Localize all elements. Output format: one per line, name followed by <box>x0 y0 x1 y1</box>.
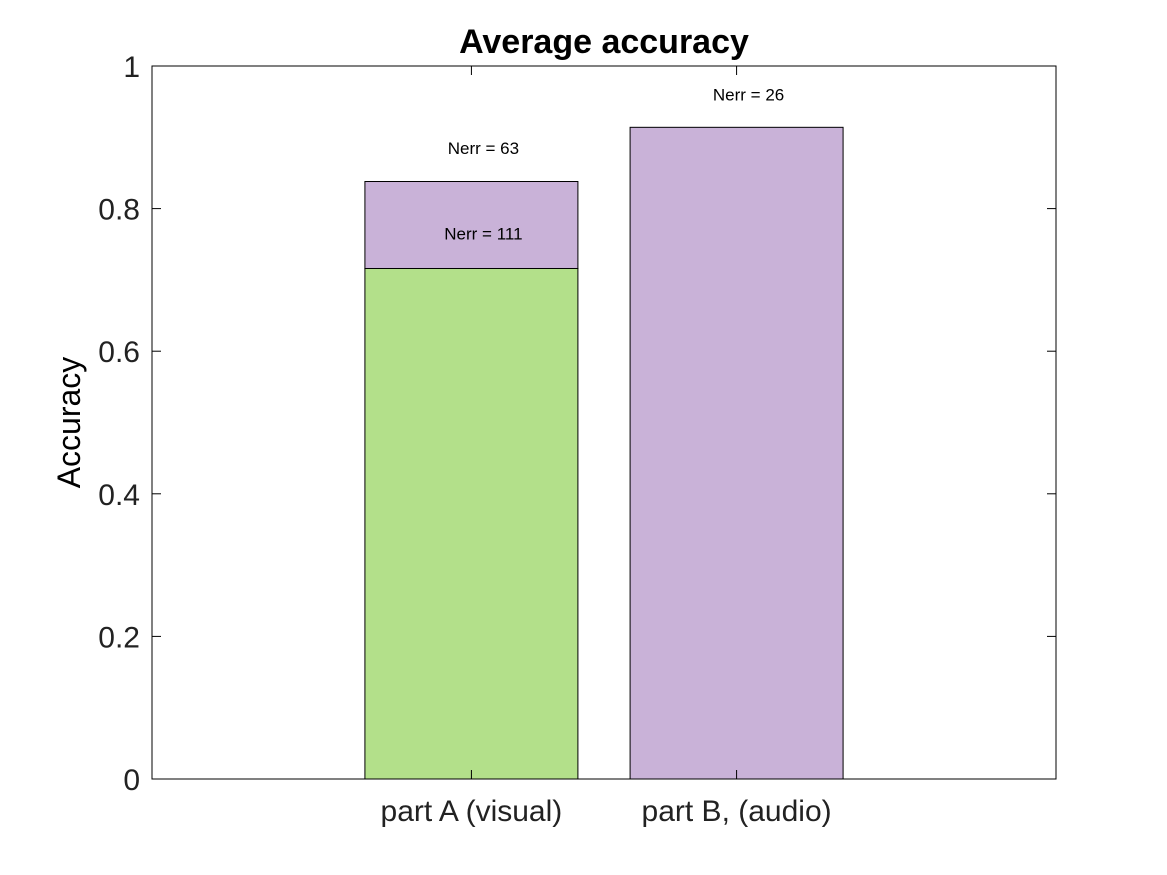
x-tick-label: part A (visual) <box>381 795 563 828</box>
bar-segment-1-2 <box>364 181 579 269</box>
bars-group <box>364 126 844 780</box>
nerr-annotation: Nerr = 111 <box>444 225 522 244</box>
y-ticks: 0 0.2 0.4 0.6 0.8 1 <box>98 51 1056 797</box>
annotations-group: Nerr = 63 Nerr = 111 Nerr = 26 <box>444 86 784 244</box>
nerr-annotation: Nerr = 26 <box>713 86 784 105</box>
y-tick-label: 0.6 <box>98 336 140 369</box>
chart-title: Average accuracy <box>459 23 749 61</box>
y-tick-label: 0.8 <box>98 194 140 227</box>
y-axis-label: Accuracy <box>51 357 87 489</box>
y-tick-label: 1 <box>123 51 140 84</box>
plot-area <box>152 66 1056 779</box>
nerr-annotation: Nerr = 63 <box>448 139 519 158</box>
bar-segment-2-1 <box>629 126 844 780</box>
x-ticks: part A (visual) part B, (audio) <box>381 66 832 828</box>
y-tick-label: 0 <box>123 764 140 797</box>
x-tick-label: part B, (audio) <box>642 795 832 828</box>
plot-background <box>152 66 1056 779</box>
y-tick-label: 0.4 <box>98 479 140 512</box>
bar-segment-1-1 <box>364 267 579 780</box>
axes-box <box>151 65 1057 780</box>
y-tick-label: 0.2 <box>98 621 140 654</box>
axes-frame <box>151 65 1057 780</box>
